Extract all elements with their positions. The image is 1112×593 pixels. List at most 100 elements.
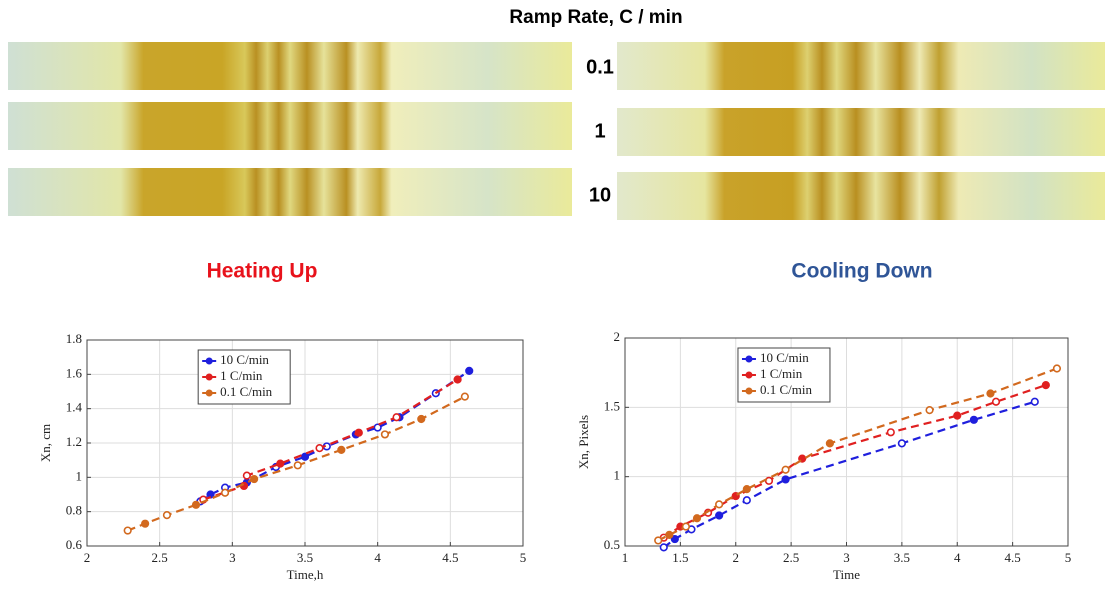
data-point [897,439,906,448]
data-point [659,543,668,552]
data-point [354,428,363,437]
y-axis-label: Xn, Pixels [576,415,591,469]
data-point [681,522,691,531]
data-point [373,423,382,432]
y-tick-label: 1 [76,468,83,483]
data-point [825,439,834,448]
x-tick-label: 3.5 [297,550,313,565]
y-tick-label: 0.8 [66,503,82,518]
legend-marker [205,373,213,381]
y-tick-label: 1.6 [66,365,83,380]
x-tick-label: 2 [84,550,91,565]
data-point [986,389,995,398]
data-point [141,519,150,528]
data-point [460,392,469,401]
rate-label: 1 [594,120,605,142]
data-point [1030,397,1039,406]
tube-photo [617,42,1105,90]
x-tick-label: 4 [374,550,381,565]
data-point [380,430,390,439]
data-point [715,500,724,509]
data-point [953,411,962,420]
legend-marker [205,389,213,397]
data-point [220,488,230,497]
y-tick-label: 1.8 [66,331,82,346]
y-tick-label: 2 [614,329,621,344]
x-tick-label: 1 [622,550,629,565]
data-point [925,406,934,415]
data-point [1041,381,1050,390]
data-point [991,397,1001,406]
data-point [781,465,790,474]
x-tick-label: 2.5 [152,550,168,565]
data-point [293,461,302,470]
x-tick-label: 4.5 [442,550,458,565]
x-tick-label: 3 [229,550,236,565]
legend-label: 1 C/min [220,368,263,383]
y-tick-label: 0.6 [66,537,83,552]
x-tick-label: 5 [1065,550,1072,565]
data-point [242,471,251,480]
tube-photo [8,102,572,150]
data-point [969,415,978,424]
legend-label: 1 C/min [760,366,803,381]
legend-label: 0.1 C/min [220,384,273,399]
x-tick-label: 4.5 [1005,550,1021,565]
y-tick-label: 1.4 [66,400,83,415]
x-tick-label: 2 [733,550,740,565]
plot-frame [624,337,1069,547]
data-point [191,500,201,509]
data-point [315,444,324,453]
tube-photo [8,168,572,216]
data-point [886,428,895,437]
data-point [453,375,462,384]
x-tick-label: 4 [954,550,961,565]
data-point [742,485,751,494]
data-point [162,510,172,520]
data-point [692,514,702,523]
plot-frame [86,339,524,547]
legend-marker [745,355,753,363]
x-axis-label: Time [833,567,860,582]
rate-label: 10 [589,184,611,206]
y-tick-label: 1.5 [604,398,620,413]
x-tick-label: 5 [520,550,527,565]
y-tick-label: 1.2 [66,434,82,449]
x-tick-label: 2.5 [783,550,799,565]
y-axis-label: Xn, cm [38,424,53,462]
data-point [123,526,132,535]
data-point [300,452,310,461]
data-point [665,530,674,540]
data-point [392,413,401,422]
rate-label: 0.1 [586,56,614,78]
legend-marker [745,387,753,395]
data-point [654,536,663,545]
data-point [337,445,346,454]
tube-photo [617,172,1105,220]
legend-marker [745,371,753,379]
series-line [199,369,470,503]
legend-label: 10 C/min [220,352,269,367]
x-axis-label: Time,h [287,567,324,582]
tube-photo [617,108,1105,156]
x-tick-label: 1.5 [672,550,688,565]
y-tick-label: 1 [614,468,621,483]
data-point [742,496,751,505]
data-point [417,414,426,424]
y-tick-label: 0.5 [604,537,620,552]
legend-label: 10 C/min [760,350,809,365]
caption: Heating Up [207,260,318,283]
data-point [276,459,285,468]
data-point [764,476,774,485]
caption: Cooling Down [791,260,932,283]
x-tick-label: 3 [843,550,850,565]
x-tick-label: 3.5 [894,550,910,565]
tube-photo [8,42,572,90]
series-line [663,384,1047,539]
figure-title: Ramp Rate, C / min [509,7,682,28]
data-point [1052,364,1062,373]
data-point [250,474,259,484]
data-point [781,475,790,484]
legend-marker [205,357,213,365]
